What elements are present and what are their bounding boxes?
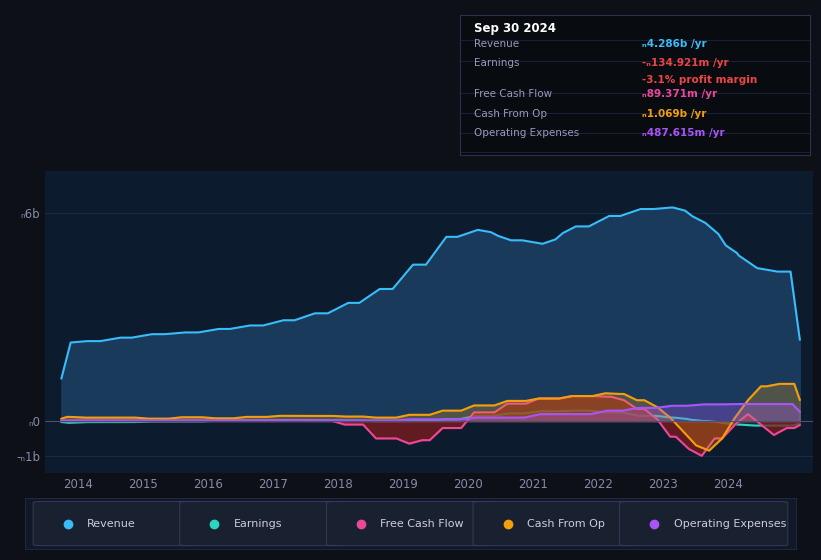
Text: Cash From Op: Cash From Op (527, 519, 605, 529)
Text: Free Cash Flow: Free Cash Flow (380, 519, 464, 529)
Text: Earnings: Earnings (234, 519, 282, 529)
Text: Operating Expenses: Operating Expenses (474, 128, 580, 138)
Text: Earnings: Earnings (474, 58, 520, 68)
Text: Sep 30 2024: Sep 30 2024 (474, 22, 556, 35)
Text: Revenue: Revenue (474, 39, 519, 49)
FancyBboxPatch shape (33, 501, 201, 546)
Text: -ₙ134.921m /yr: -ₙ134.921m /yr (642, 58, 728, 68)
FancyBboxPatch shape (180, 501, 348, 546)
Text: ₙ4.286b /yr: ₙ4.286b /yr (642, 39, 707, 49)
Text: Operating Expenses: Operating Expenses (674, 519, 786, 529)
Text: Revenue: Revenue (87, 519, 136, 529)
FancyBboxPatch shape (327, 501, 494, 546)
Text: ₙ89.371m /yr: ₙ89.371m /yr (642, 89, 717, 99)
FancyBboxPatch shape (473, 501, 641, 546)
Text: ₙ1.069b /yr: ₙ1.069b /yr (642, 109, 706, 119)
Text: Cash From Op: Cash From Op (474, 109, 547, 119)
Text: ₙ487.615m /yr: ₙ487.615m /yr (642, 128, 725, 138)
Text: Free Cash Flow: Free Cash Flow (474, 89, 553, 99)
Text: -3.1% profit margin: -3.1% profit margin (642, 75, 757, 85)
FancyBboxPatch shape (620, 501, 788, 546)
